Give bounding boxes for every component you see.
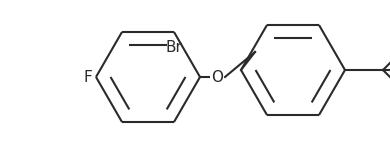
Text: Br: Br [166,40,183,55]
Text: O: O [211,69,223,85]
Text: F: F [83,69,92,85]
